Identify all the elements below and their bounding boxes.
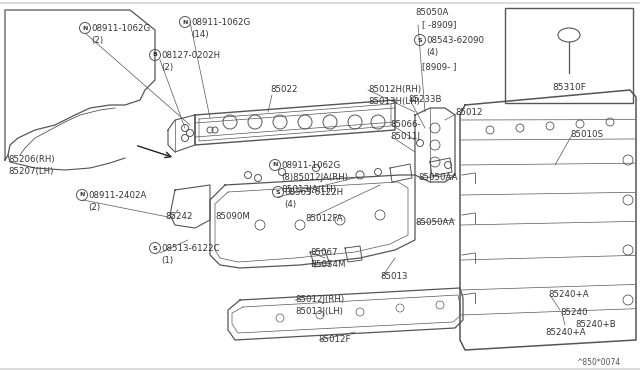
Text: 85013H(LH): 85013H(LH) (368, 97, 420, 106)
Text: (8)85012JA(RH): (8)85012JA(RH) (281, 173, 348, 182)
Text: (2): (2) (91, 36, 103, 45)
Text: (2): (2) (88, 203, 100, 212)
Text: 85010S: 85010S (570, 130, 603, 139)
Text: (1): (1) (161, 256, 173, 265)
Text: S: S (153, 246, 157, 250)
Text: N: N (272, 163, 278, 167)
Text: 85240+A: 85240+A (545, 328, 586, 337)
Text: B5034M: B5034M (310, 260, 346, 269)
Text: S: S (276, 189, 280, 195)
Text: [8909- ]: [8909- ] (422, 62, 456, 71)
Text: 85050A: 85050A (415, 8, 449, 17)
Text: 08513-6122C: 08513-6122C (161, 244, 220, 253)
Text: 85240+A: 85240+A (548, 290, 589, 299)
Text: 85012FA: 85012FA (305, 214, 342, 223)
Text: S: S (418, 38, 422, 42)
Text: 85067: 85067 (310, 248, 337, 257)
Text: 85022: 85022 (270, 85, 298, 94)
Text: 85013J(LH): 85013J(LH) (295, 307, 343, 316)
Text: [ -8909]: [ -8909] (422, 20, 456, 29)
Text: (14): (14) (191, 30, 209, 39)
Text: (4): (4) (284, 200, 296, 209)
Text: 85240: 85240 (560, 308, 588, 317)
Text: 85090M: 85090M (215, 212, 250, 221)
Text: 85240+B: 85240+B (575, 320, 616, 329)
Text: 85207(LH): 85207(LH) (8, 167, 53, 176)
Text: 85206(RH): 85206(RH) (8, 155, 54, 164)
Text: 85012: 85012 (455, 108, 483, 117)
Bar (505, 8, 633, 103)
Text: 08127-0202H: 08127-0202H (161, 51, 220, 60)
Text: B: B (152, 52, 157, 58)
Text: 85011J: 85011J (390, 132, 420, 141)
Text: 08911-1062G: 08911-1062G (191, 18, 250, 27)
Text: 08911-2402A: 08911-2402A (88, 191, 147, 200)
Text: 08543-62090: 08543-62090 (426, 36, 484, 45)
Text: 85013: 85013 (380, 272, 408, 281)
Text: 85012J(RH): 85012J(RH) (295, 295, 344, 304)
Text: (4): (4) (426, 48, 438, 57)
Text: 85242: 85242 (165, 212, 193, 221)
Text: 85233B: 85233B (408, 95, 442, 104)
Text: 85050AA: 85050AA (415, 218, 454, 227)
Text: N: N (83, 26, 88, 31)
Text: 85310F: 85310F (552, 83, 586, 92)
Text: N: N (79, 192, 84, 198)
Text: 85050AA: 85050AA (418, 173, 458, 182)
Text: N: N (182, 19, 188, 25)
Text: (2): (2) (161, 63, 173, 72)
Text: 85012H(RH): 85012H(RH) (368, 85, 421, 94)
Text: 85012F: 85012F (318, 335, 351, 344)
Text: 08911-1062G: 08911-1062G (91, 24, 150, 33)
Text: 08911-1062G: 08911-1062G (281, 161, 340, 170)
Text: 85066-: 85066- (390, 120, 420, 129)
Text: 85013JA(LH): 85013JA(LH) (281, 185, 337, 194)
Text: 08363-6122H: 08363-6122H (284, 188, 343, 197)
Text: ^850*0074: ^850*0074 (576, 358, 620, 367)
